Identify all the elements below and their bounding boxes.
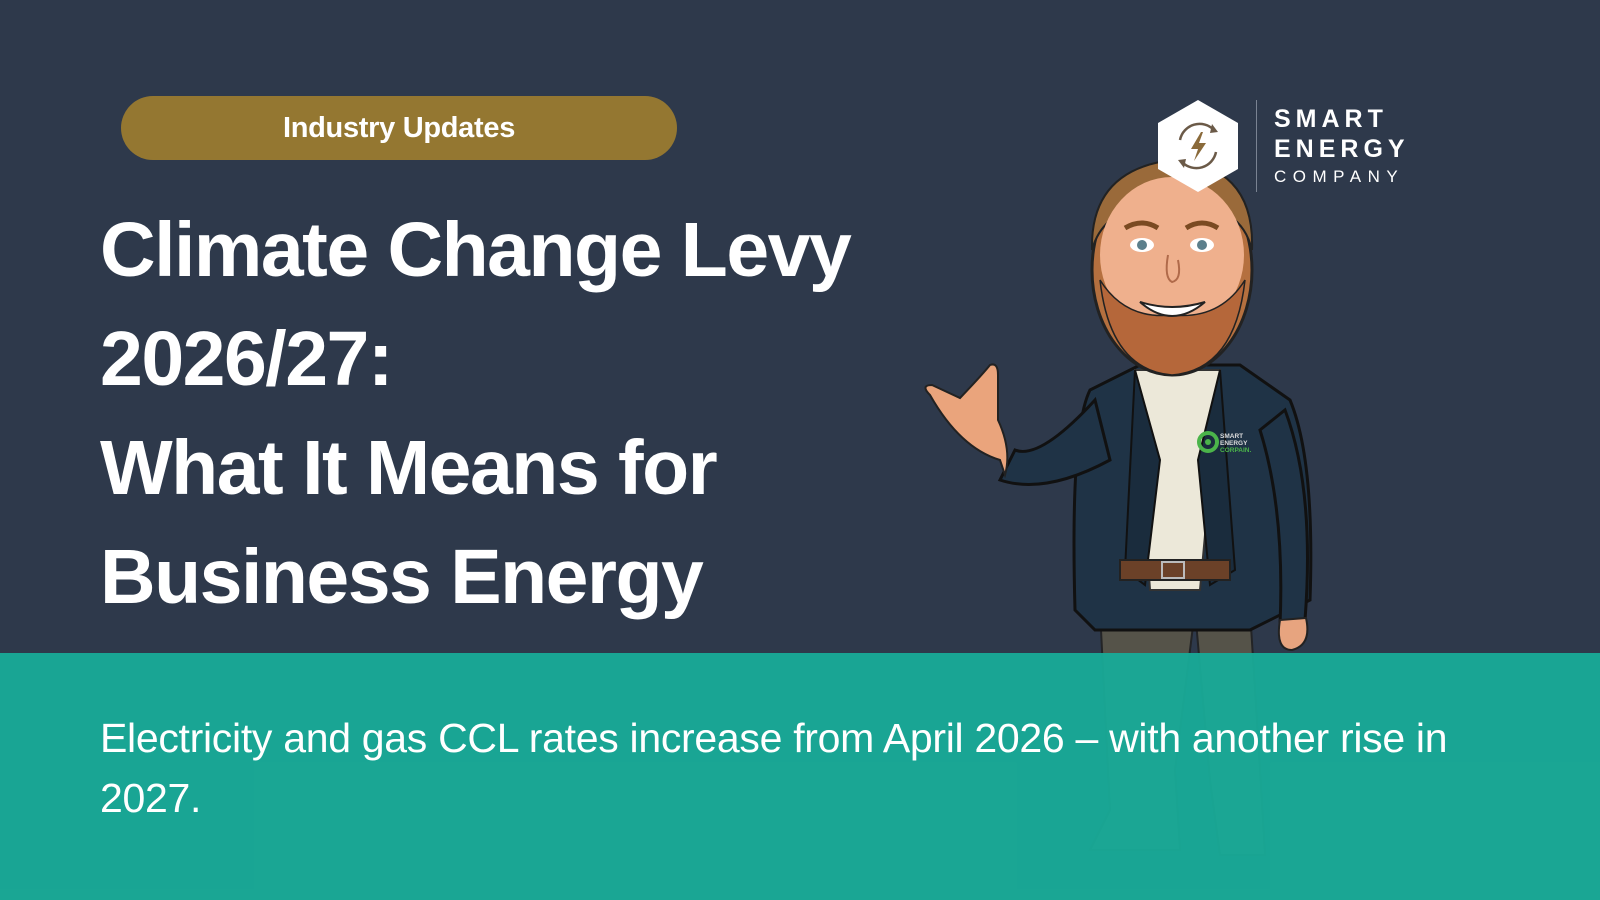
head [1090,158,1254,377]
logo-line-2: ENERGY [1274,135,1410,163]
title-line-1: Climate Change Levy [100,207,852,293]
title-line-4: Business Energy [100,534,704,620]
category-badge-label: Industry Updates [282,111,516,144]
jacket-logo-line-1: SMART [1220,433,1243,440]
logo-wordmark: SMART ENERGY COMPANY [1274,104,1410,190]
title-line-2: 2026/27: [100,316,393,402]
subtitle: Electricity and gas CCL rates increase f… [100,715,1448,821]
raised-hand [924,363,1009,479]
jacket-logo: SMART ENERGY CORPAIN. [1197,431,1251,454]
jacket-logo-line-3: CORPAIN. [1220,447,1251,454]
logo-line-3: COMPANY [1274,167,1405,186]
title-line-3: What It Means for [100,425,718,511]
lightning-refresh-icon [1158,100,1238,192]
subtitle-band [0,653,1600,900]
category-badge[interactable]: Industry Updates [121,96,677,160]
logo-line-1: SMART [1274,105,1388,133]
jacket-logo-line-2: ENERGY [1220,440,1248,447]
brand-logo[interactable]: SMART ENERGY COMPANY [1158,100,1418,192]
logo-divider [1256,100,1257,192]
page-title: Climate Change Levy 2026/27: What It Mea… [100,196,852,632]
